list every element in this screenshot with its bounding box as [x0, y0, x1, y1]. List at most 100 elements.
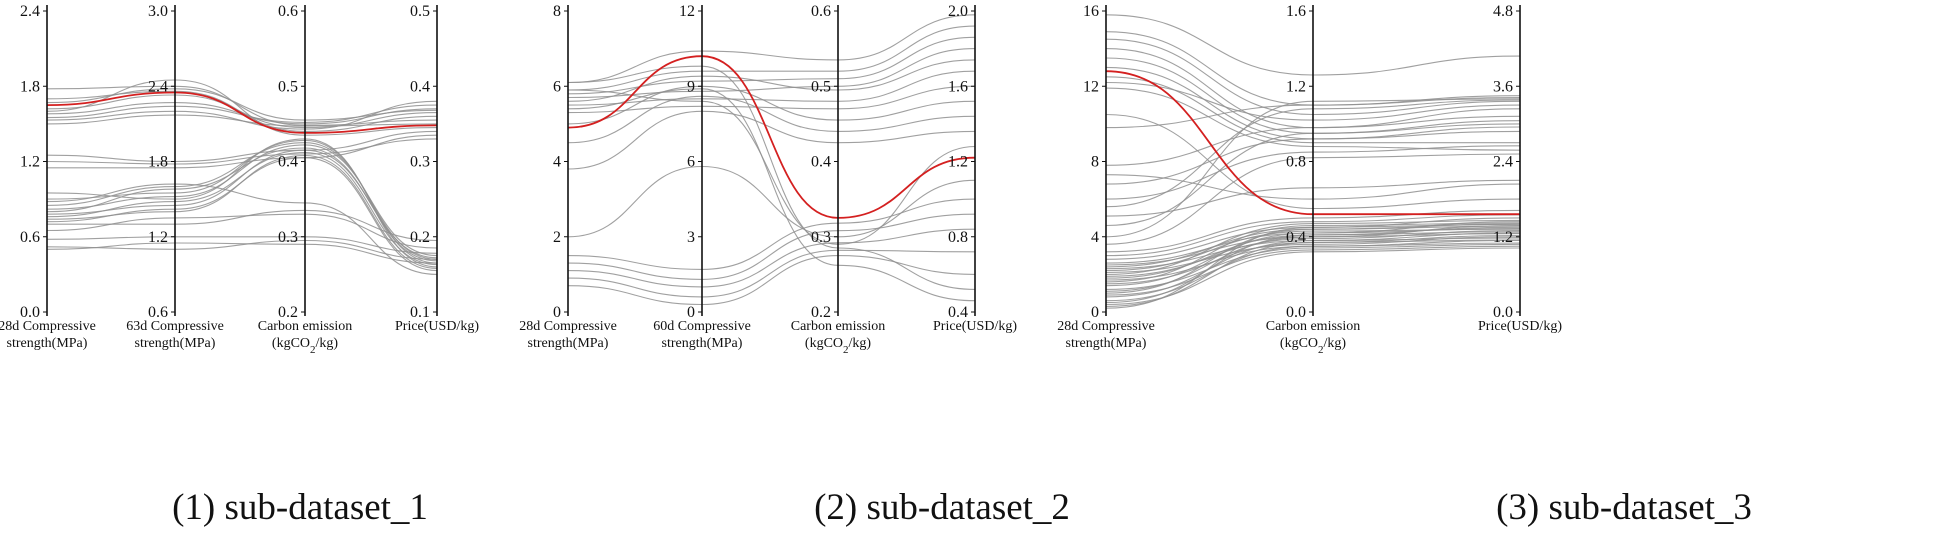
chart-2-series-line-6: [567, 70, 976, 106]
chart-2-axis-2-tick-label-2: 3: [687, 229, 695, 246]
chart-1-series-line-19: [46, 151, 438, 266]
chart-2-axis-3-tick-label-3: 0.4: [811, 154, 831, 171]
chart-2-series-line-9: [567, 95, 976, 144]
chart-2-axis-1-tick-label-1: 0: [553, 304, 561, 321]
chart-2-series-line-7: [567, 85, 976, 114]
chart-2-series-line-10: [567, 110, 976, 170]
chart-2-axis-4-tick-label-1: 0.4: [948, 304, 968, 321]
chart-1-axis-4: 0.1 0.2 0.3 0.4 0.5 Price(USD/kg): [395, 3, 479, 334]
chart-2-axis-4-label: Price(USD/kg): [933, 319, 1017, 334]
chart-1-series-line-20: [46, 154, 438, 269]
chart-2-axis-3-tick-label-1: 0.2: [811, 304, 831, 321]
chart-3-highlight-line: [1105, 70, 1520, 216]
chart-1-series-line-25: [46, 236, 438, 254]
chart-2-series-line-18: [567, 65, 976, 290]
chart-1-series-line-15: [46, 142, 438, 260]
chart-2-axis-1-tick-label-4: 6: [553, 78, 561, 95]
chart-2-series-line-12: [567, 165, 976, 238]
chart-2-axis-4: 0.4 0.8 1.2 1.6 2.0 Price(USD/kg): [933, 3, 1017, 334]
chart-1-series-line-22: [46, 183, 438, 275]
chart-1-axis-4-label: Price(USD/kg): [395, 319, 479, 334]
chart-1-axis-1-tick-label-4: 1.8: [20, 78, 40, 95]
chart-2-highlight-line: [567, 55, 976, 219]
chart-2-series-line-17: [567, 255, 976, 306]
chart-1-axis-3-tick-label-5: 0.6: [278, 3, 298, 20]
chart-1-series-line-18: [46, 149, 438, 259]
chart-1-series-line-21: [46, 157, 438, 272]
chart-3-series-line-16: [1105, 99, 1521, 208]
chart-3-axis-2: 0.0 0.4 0.8 1.2 1.6 Carbon emission (kgCO2/kg): [1266, 3, 1361, 356]
chart-2-series-line-19: [567, 88, 976, 302]
caption-subdataset-3: (3) sub-dataset_3: [1496, 487, 1752, 528]
chart-1-axis-1-tick-label-2: 0.6: [20, 229, 40, 246]
chart-1-axis-1-tick-label-1: 0.0: [20, 304, 40, 321]
chart-1-axis-4-tick-label-3: 0.3: [410, 154, 430, 171]
chart-2-axis-3-tick-label-2: 0.3: [811, 229, 831, 246]
caption-subdataset-2: (2) sub-dataset_2: [814, 487, 1070, 528]
chart-2-axis-2-tick-label-5: 12: [679, 3, 695, 20]
chart-1: 0.0 0.6 1.2 1.8 2.4 28d Compressive strength(M…: [0, 3, 479, 356]
chart-1-series-line-11: [46, 138, 438, 165]
chart-3-axis-1-tick-label-4: 12: [1083, 78, 1099, 95]
chart-2-axis-4-tick-label-2: 0.8: [948, 229, 968, 246]
chart-3-axis-2-tick-label-4: 1.2: [1286, 78, 1306, 95]
chart-1-series-line-1: [46, 85, 438, 126]
chart-1-axis-1-tick-label-5: 2.4: [20, 3, 40, 20]
chart-1-series-line-27: [46, 242, 438, 264]
caption-subdataset-1: (1) sub-dataset_1: [172, 487, 428, 528]
chart-3-axis-2-label: Carbon emission (kgCO2/kg): [1266, 319, 1361, 356]
chart-1-highlight-line: [46, 91, 438, 134]
chart-3-axis-1-label: 28d Compressive strength(MPa): [1057, 319, 1155, 351]
chart-1-axis-3-tick-label-2: 0.3: [278, 229, 298, 246]
chart-3-series-line-19: [1105, 98, 1521, 238]
chart-2-series-line-15: [567, 228, 976, 288]
chart-2-axis-1-tick-label-5: 8: [553, 3, 561, 20]
chart-3-axis-2-tick-label-3: 0.8: [1286, 154, 1306, 171]
chart-2-series-line-2: [567, 25, 976, 91]
chart-1-axis-2-label: 63d Compressive strength(MPa): [126, 319, 224, 351]
chart-3-axis-1-tick-label-5: 16: [1083, 3, 1099, 20]
chart-2-series-line-1: [567, 14, 976, 84]
chart-1-axis-4-tick-label-1: 0.1: [410, 304, 430, 321]
chart-1-series-line-9: [46, 88, 438, 121]
chart-1-axis-4-tick-label-2: 0.2: [410, 229, 430, 246]
chart-2-axis-2-label: 60d Compressive strength(MPa): [653, 319, 751, 351]
chart-2-axis-2-tick-label-3: 6: [687, 154, 695, 171]
chart-2-axis-4-tick-label-4: 1.6: [948, 78, 968, 95]
chart-1-series-line-26: [46, 239, 438, 260]
chart-2-axis-4-tick-label-5: 2.0: [948, 3, 968, 20]
chart-2-axis-2-tick-label-1: 0: [687, 304, 695, 321]
chart-2-lines: [567, 14, 976, 306]
chart-3-axis-1-tick-label-2: 4: [1091, 229, 1099, 246]
chart-2-axis-1-tick-label-2: 2: [553, 229, 561, 246]
chart-1-series-line-10: [46, 130, 438, 163]
chart-1-axis-2-tick-label-4: 2.4: [148, 78, 168, 95]
chart-1-axis-1-tick-label-3: 1.2: [20, 154, 40, 171]
chart-3-series-line-20: [1105, 153, 1521, 245]
chart-3-axis-3-tick-label-2: 1.2: [1493, 229, 1513, 246]
chart-1-axis-2: 0.6 1.2 1.8 2.4 3.0 63d Compressive strength(M…: [126, 3, 224, 351]
chart-1-axis-2-tick-label-5: 3.0: [148, 3, 168, 20]
chart-2-axis-1: 0 2 4 6 8 28d Compressive strength(MPa): [519, 3, 617, 351]
chart-2-series-line-16: [567, 249, 976, 298]
chart-3-axis-3-tick-label-3: 2.4: [1493, 154, 1513, 171]
chart-1-axis-4-tick-label-5: 0.5: [410, 3, 430, 20]
chart-1-axis-3-tick-label-3: 0.4: [278, 154, 298, 171]
chart-1-series-line-7: [46, 114, 438, 127]
chart-1-series-line-16: [46, 144, 438, 257]
chart-2-axis-3-label: Carbon emission (kgCO2/kg): [791, 319, 886, 356]
chart-3-series-line-18: [1105, 120, 1521, 227]
chart-2-series-line-4: [567, 48, 976, 99]
chart-2-series-line-3: [567, 36, 976, 95]
chart-3-axis-2-tick-label-1: 0.0: [1286, 304, 1306, 321]
chart-2-series-line-5: [567, 59, 976, 102]
chart-1-axis-1-label: 28d Compressive strength(MPa): [0, 319, 96, 351]
chart-1-lines: [46, 79, 438, 275]
chart-1-axis-3-tick-label-1: 0.2: [278, 304, 298, 321]
chart-2-axis-3-tick-label-4: 0.5: [811, 78, 831, 95]
chart-1-axis-3-label: Carbon emission (kgCO2/kg): [258, 319, 353, 356]
chart-3-axis-1-tick-label-1: 0: [1091, 304, 1099, 321]
chart-1-axis-2-tick-label-3: 1.8: [148, 154, 168, 171]
